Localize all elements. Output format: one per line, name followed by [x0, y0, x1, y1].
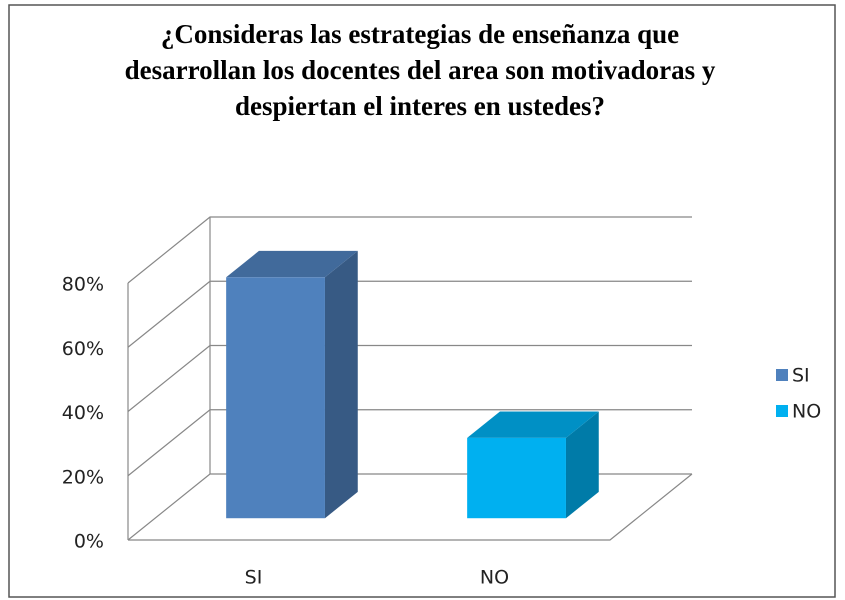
bar-side [565, 411, 599, 519]
y-tick-label: 0% [74, 531, 104, 553]
legend-label: SI [792, 365, 810, 387]
chart-title: ¿Consideras las estrategias de enseñanza… [124, 19, 716, 121]
legend-swatch [776, 405, 788, 417]
y-tick-label: 60% [62, 338, 104, 360]
y-tick-label: 80% [62, 274, 104, 296]
y-tick-label: 20% [62, 466, 104, 488]
bar-side [324, 250, 358, 519]
bar-top [467, 411, 599, 438]
bar-top [226, 250, 358, 278]
y-tick-label: 40% [62, 402, 104, 424]
legend-label: NO [792, 401, 821, 423]
bar [226, 277, 325, 519]
bar [467, 437, 566, 519]
floor [128, 473, 693, 541]
x-tick-label: SI [245, 567, 263, 589]
legend-swatch [776, 369, 788, 381]
x-tick-label: NO [480, 567, 509, 589]
chart-border [8, 4, 836, 598]
